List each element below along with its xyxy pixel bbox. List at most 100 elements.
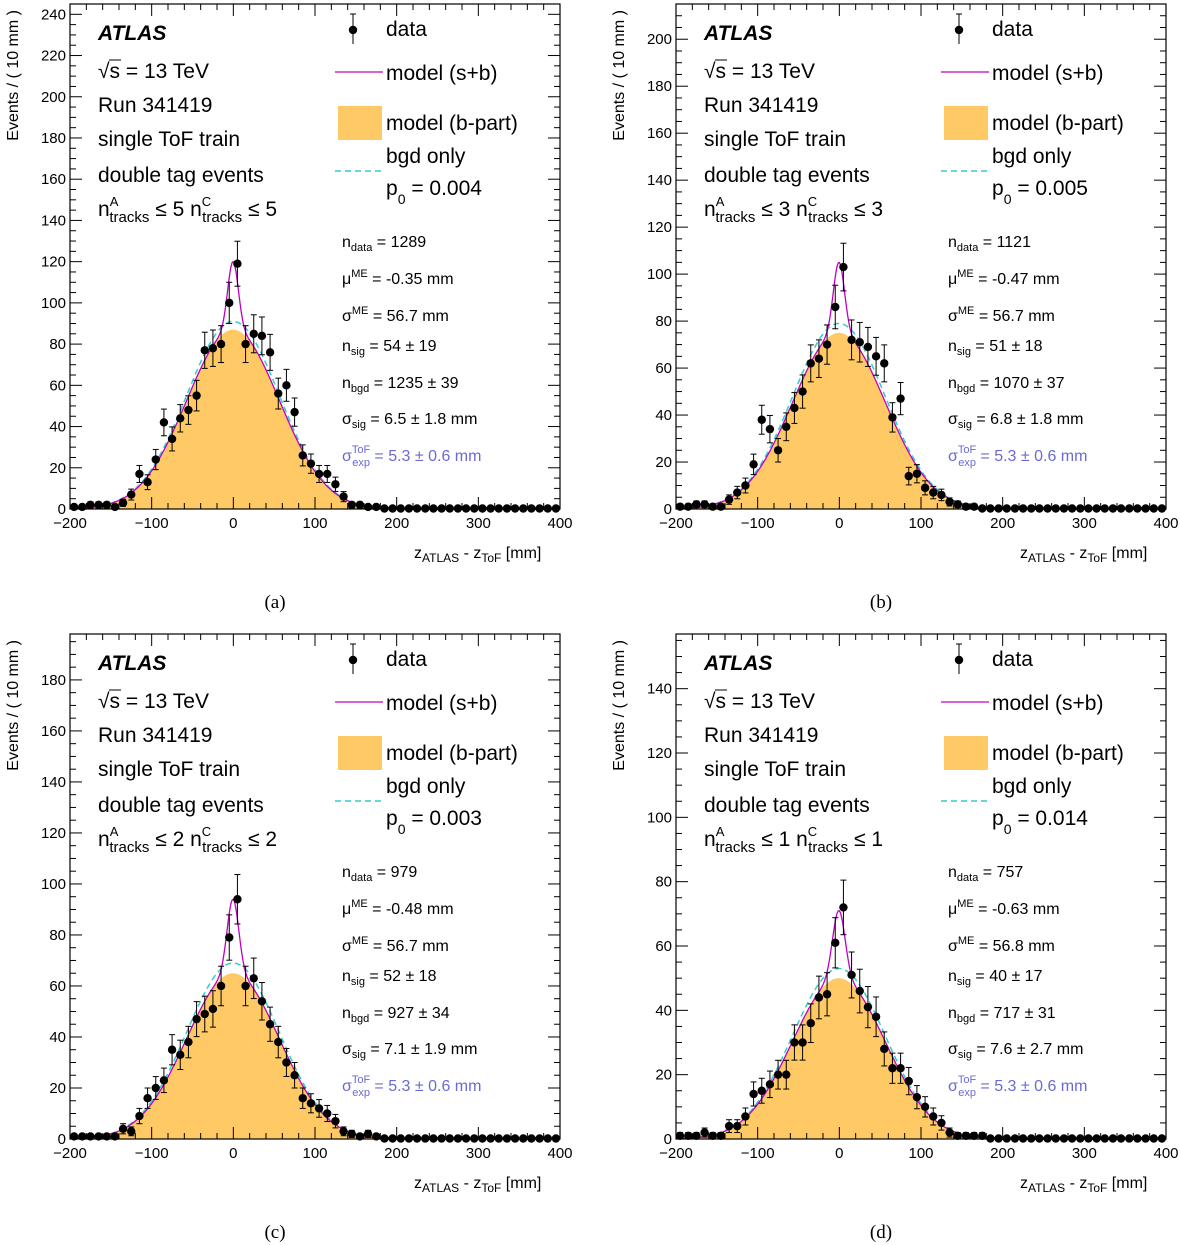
data-point [274,1037,283,1047]
panel-caption: (c) [264,1222,285,1243]
data-point [961,1131,971,1140]
legend-bgd-label: bgd only [386,775,466,798]
y-tick-label: 20 [49,1080,66,1097]
data-point [814,993,824,1002]
chart-panel-c: 0 20 40 60 80 100 120 140 160 180 −200 −100 0 100 200 3… [5,633,573,1243]
legend: data model (s+b) model (b-part) bgd only p0 … [335,13,518,207]
y-tick-label: 160 [647,125,672,142]
y-tick-label: 60 [49,377,66,394]
y-tick-label: 120 [41,254,66,271]
legend: data model (s+b) model (b-part) bgd only p0 … [335,643,518,837]
data-point [241,981,250,991]
legend: data model (s+b) model (b-part) bgd only p0 … [941,13,1124,207]
stat-n-sig: nsig = 54 ± 19 [342,338,437,358]
data-point [265,1020,275,1029]
x-axis-label: zATLAS - zToF [mm] [1020,545,1147,565]
data-point [782,422,791,431]
legend-sb-label: model (s+b) [386,692,497,715]
data-point [159,1076,169,1085]
data-point [937,490,946,500]
data-point [347,1129,356,1139]
data-point [790,403,799,413]
y-tick-label: 160 [41,171,66,188]
data-point [929,1112,938,1121]
x-tick-label: 0 [229,515,237,532]
data-point [757,415,766,424]
data-point [863,1002,873,1012]
x-tick-label: 200 [990,1145,1015,1162]
x-tick-label: 200 [990,515,1015,532]
data-point [741,481,750,490]
data-point [863,342,873,352]
data-point [118,1124,128,1133]
y-tick-label: 240 [41,6,66,23]
data-point [290,407,299,417]
chart-panel-d: 0 20 40 60 80 100 120 140 −200 −100 0 100 200 300 400 E… [611,633,1179,1243]
stat-n-bgd: nbgd = 717 ± 31 [948,1005,1056,1025]
data-point [257,997,267,1006]
stat-mu-me: μME = -0.48 mm [342,898,454,918]
data-point [306,459,316,468]
y-tick-label: 60 [655,938,672,955]
stat-sigma-me: σME = 56.8 mm [948,935,1055,955]
data-point [331,1116,340,1126]
data-point [741,1112,750,1121]
stat-mu-me: μME = -0.63 mm [948,898,1060,918]
y-tick-label: 0 [58,1131,66,1148]
legend-data-label: data [992,648,1033,671]
x-tick-label: 300 [466,1145,491,1162]
data-point [822,340,832,349]
data-point [331,480,340,489]
data-point [839,262,848,272]
data-point [684,1131,693,1140]
x-tick-label: 400 [1153,515,1178,532]
data-point [143,478,152,487]
energy-label: √s = 13 TeV [98,60,209,83]
legend: data model (s+b) model (b-part) bgd only p0 … [941,643,1124,837]
data-point [904,1076,913,1086]
bgd-only-line [675,967,1166,1140]
data-point [839,903,848,912]
legend-data-label: data [386,648,427,671]
tag-label: double tag events [98,164,264,187]
data-point [896,394,905,403]
data-point [135,469,144,479]
data-point [233,895,242,904]
data-point [282,1058,291,1067]
x-tick-label: −100 [741,515,775,532]
data-point [241,339,250,349]
chart-panel-a: 0 20 40 60 80 100 120 140 160 180 200 220 240 −200 −10… [5,3,573,613]
data-point [765,1080,775,1089]
data-point [78,502,87,512]
legend-bgd-label: bgd only [386,145,466,168]
y-tick-label: 120 [41,825,66,842]
y-tick-label: 100 [41,295,66,312]
y-tick-label: 220 [41,48,66,65]
data-point [143,1093,152,1103]
data-point [708,1131,717,1140]
data-point [798,1038,807,1047]
data-point [945,1128,954,1137]
chart-panel-b: 0 20 40 60 80 100 120 140 160 180 200 −200 −100 0 100 2… [611,3,1179,613]
data-point [200,1009,209,1019]
train-label: single ToF train [98,128,240,151]
data-point [151,1083,160,1093]
data-point [675,1131,685,1140]
data-point [831,938,840,947]
data-point [110,502,120,512]
y-tick-label: 80 [49,336,66,353]
data-point [86,500,95,510]
data-point [765,424,775,434]
stat-sigma-tof-exp: σToF exp = 5.3 ± 0.6 mm [342,1074,481,1099]
legend-bpart-swatch [338,736,382,770]
data-point [298,1093,307,1103]
legend-bpart-swatch [338,106,382,140]
model-b-part-fill [70,973,560,1139]
x-tick-label: 300 [466,515,491,532]
data-point [896,1064,905,1073]
x-tick-label: −200 [659,515,693,532]
data-point [749,460,758,469]
y-tick-label: 100 [647,809,672,826]
legend-bgd-label: bgd only [992,145,1072,168]
data-point [69,502,79,512]
